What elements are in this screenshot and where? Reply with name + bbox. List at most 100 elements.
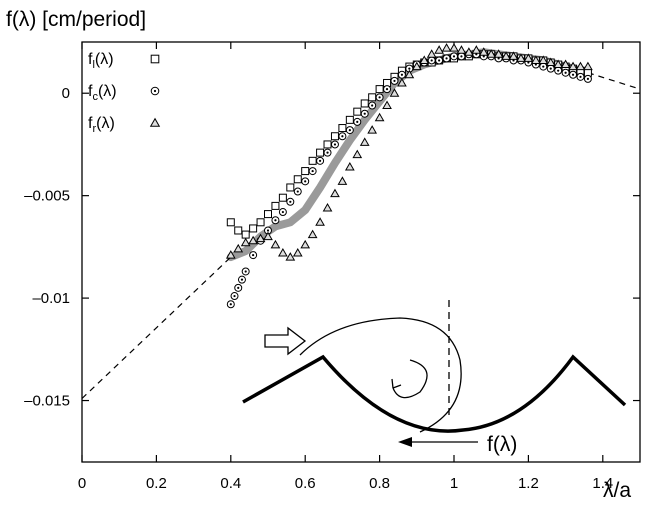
fc-point-dot	[497, 57, 500, 60]
fc-point	[271, 216, 280, 225]
fc-point-dot	[385, 88, 389, 91]
fc-point	[293, 187, 302, 196]
fr-point	[583, 61, 593, 71]
inset-profile-curve	[242, 354, 627, 433]
fc-point	[323, 148, 332, 157]
fr-point	[263, 231, 273, 241]
legend-entry-label: fr(λ)	[88, 115, 115, 135]
x-tick-label: 0.6	[295, 475, 316, 492]
fc-point-dot	[527, 61, 530, 64]
fr-point	[382, 100, 392, 110]
fr-point	[278, 248, 288, 257]
fc-point	[360, 109, 369, 118]
fc-point-dot	[296, 190, 299, 193]
fr-point	[434, 45, 444, 54]
fc-point-dot	[579, 75, 582, 78]
fr-point	[292, 248, 303, 257]
fl-point	[375, 85, 384, 94]
fr-point	[248, 235, 258, 245]
fc-point-dot	[356, 120, 359, 124]
fr-point	[464, 47, 474, 56]
y-axis-title: f(λ) [cm/period]	[6, 8, 146, 31]
fl-point	[293, 175, 302, 184]
fc-point-dot	[378, 96, 381, 99]
x-tick-label: 1.2	[518, 475, 539, 492]
fr-point	[285, 252, 296, 261]
fr-point	[315, 217, 325, 226]
fc-point-dot	[408, 67, 411, 70]
fr-point	[575, 61, 586, 71]
fr-point	[560, 59, 571, 69]
fr-point	[270, 239, 281, 249]
fc-point	[241, 267, 250, 276]
fc-point-dot	[460, 55, 463, 58]
fc-point	[230, 292, 239, 301]
legend-entry-label: fc(λ)	[88, 83, 117, 103]
fc-point	[561, 68, 570, 77]
x-tick-label: 0	[78, 475, 86, 492]
fc-point-dot	[393, 79, 396, 83]
fr-point	[426, 49, 437, 58]
fr-point	[516, 53, 526, 62]
fl-point	[338, 124, 347, 133]
fl-point	[264, 210, 272, 219]
fr-point	[419, 55, 430, 64]
fc-point-dot	[571, 73, 575, 76]
fl-point	[360, 99, 369, 108]
fr-point	[501, 51, 511, 60]
fr-point	[337, 176, 348, 185]
inset-curl	[392, 359, 428, 399]
fl-point	[353, 107, 362, 116]
fc-point	[316, 156, 325, 165]
legend: fl(λ) fc(λ) fr(λ)	[88, 51, 161, 135]
inset-flow-arrow	[264, 326, 307, 356]
fc-point	[234, 283, 243, 292]
fr-point	[233, 243, 244, 253]
fr-point	[568, 61, 578, 71]
fr-point	[508, 51, 519, 60]
fc-point-dot	[542, 65, 545, 68]
fr-point	[397, 77, 407, 87]
fc-point-dot	[438, 59, 441, 62]
y-tick-label: 0	[62, 85, 70, 102]
fc-point	[569, 70, 578, 79]
fc-point	[457, 52, 466, 61]
x-tick-label: 1	[450, 475, 458, 492]
fr-point	[367, 125, 378, 134]
legend-entry-label: fl(λ)	[88, 51, 114, 71]
fc-point-dot	[304, 180, 307, 183]
fc-point	[353, 117, 362, 126]
fc-point-dot	[482, 55, 485, 58]
fr-point	[389, 88, 400, 97]
fc-point-dot	[274, 219, 277, 222]
fc-point	[249, 251, 258, 260]
fr-point	[471, 45, 482, 54]
fc-point	[375, 93, 384, 102]
fc-point-dot	[237, 286, 240, 289]
fl-point	[271, 201, 280, 210]
fr-point	[255, 233, 266, 243]
fc-point	[226, 300, 235, 309]
legend-marker-circle	[150, 86, 160, 96]
fl-point	[241, 230, 250, 239]
fc-point	[450, 52, 458, 61]
fc-point-dot	[348, 128, 351, 132]
fr-point	[478, 47, 489, 56]
fc-point-dot	[475, 53, 478, 56]
fc-point-dot	[557, 69, 560, 72]
fc-point-dot	[233, 294, 236, 298]
fc-point-dot	[229, 303, 232, 306]
fr-point	[352, 149, 363, 159]
fc-point-dot	[363, 112, 366, 115]
fl-point	[368, 93, 377, 102]
x-tick-label: 1.4	[592, 475, 613, 492]
fc-point-dot	[311, 169, 314, 173]
legend-marker-circle-dot	[153, 89, 157, 93]
fc-point-dot	[244, 270, 247, 273]
fr-point	[225, 250, 236, 259]
fl-point	[345, 115, 354, 124]
fc-point-dot	[534, 63, 537, 66]
fc-point-dot	[445, 57, 448, 60]
fc-point	[427, 56, 436, 65]
